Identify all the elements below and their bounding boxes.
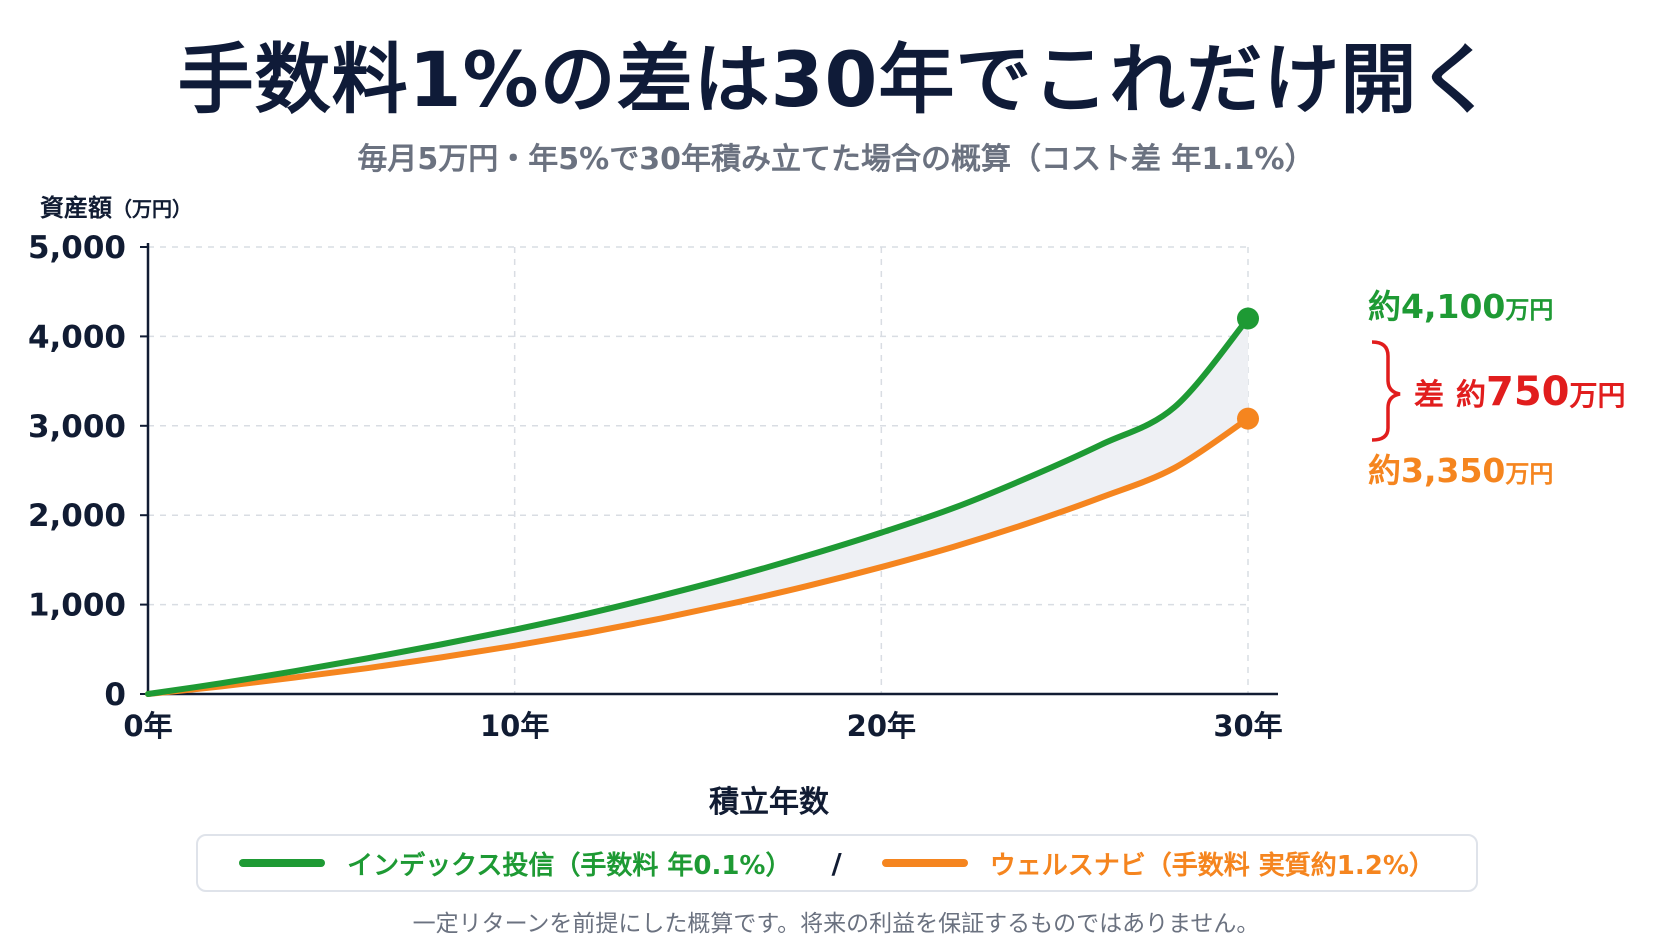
gap-shading xyxy=(148,318,1248,694)
chart-title: 手数料1%の差は30年でこれだけ開く xyxy=(177,35,1495,124)
legend-label-wealthnavi: ウェルスナビ（手数料 実質約1.2%） xyxy=(989,850,1435,881)
legend-item-index-fund: インデックス投信（手数料 年0.1%） xyxy=(239,845,791,882)
x-tick-label: 0年 xyxy=(123,709,172,743)
y-tick-label: 2,000 xyxy=(28,498,126,534)
x-axis-label: 積立年数 xyxy=(709,785,830,820)
difference-brace xyxy=(1371,340,1401,442)
y-tick-label: 0 xyxy=(104,677,126,713)
legend-swatch-orange xyxy=(881,859,968,867)
disclaimer-footnote: 一定リターンを前提にした概算です。将来の利益を保証するものではありません。 xyxy=(412,911,1260,937)
orange-end-label: 約3,350万円 xyxy=(1368,451,1553,490)
legend-separator: / xyxy=(831,846,842,880)
series-line-index-fund xyxy=(145,315,1251,697)
y-tick-label: 1,000 xyxy=(28,588,126,624)
series-line-wealthnavi xyxy=(145,415,1251,697)
x-tick-label: 10年 xyxy=(480,709,549,743)
x-tick-label: 30年 xyxy=(1213,709,1282,743)
y-tick-label: 3,000 xyxy=(28,409,126,445)
difference-label: 差約750万円 xyxy=(1414,369,1626,415)
y-tick-label: 4,000 xyxy=(28,319,126,355)
endpoint-wealthnavi xyxy=(1237,407,1259,430)
legend-item-wealthnavi: ウェルスナビ（手数料 実質約1.2%） xyxy=(881,845,1435,882)
y-axis-unit: （万円） xyxy=(112,197,192,221)
y-axis-label: 資産額（万円） xyxy=(40,194,192,222)
y-tick-label: 5,000 xyxy=(28,230,126,266)
chart-subtitle: 毎月5万円・年5%で30年積み立てた場合の概算（コスト差 年1.1%） xyxy=(357,142,1315,177)
chart-legend: インデックス投信（手数料 年0.1%） / ウェルスナビ（手数料 実質約1.2%… xyxy=(196,834,1478,892)
x-tick-label: 20年 xyxy=(847,709,916,743)
legend-swatch-green xyxy=(239,859,326,867)
endpoint-index-fund xyxy=(1237,307,1259,330)
legend-label-index-fund: インデックス投信（手数料 年0.1%） xyxy=(347,850,792,881)
green-end-label: 約4,100万円 xyxy=(1368,287,1553,326)
